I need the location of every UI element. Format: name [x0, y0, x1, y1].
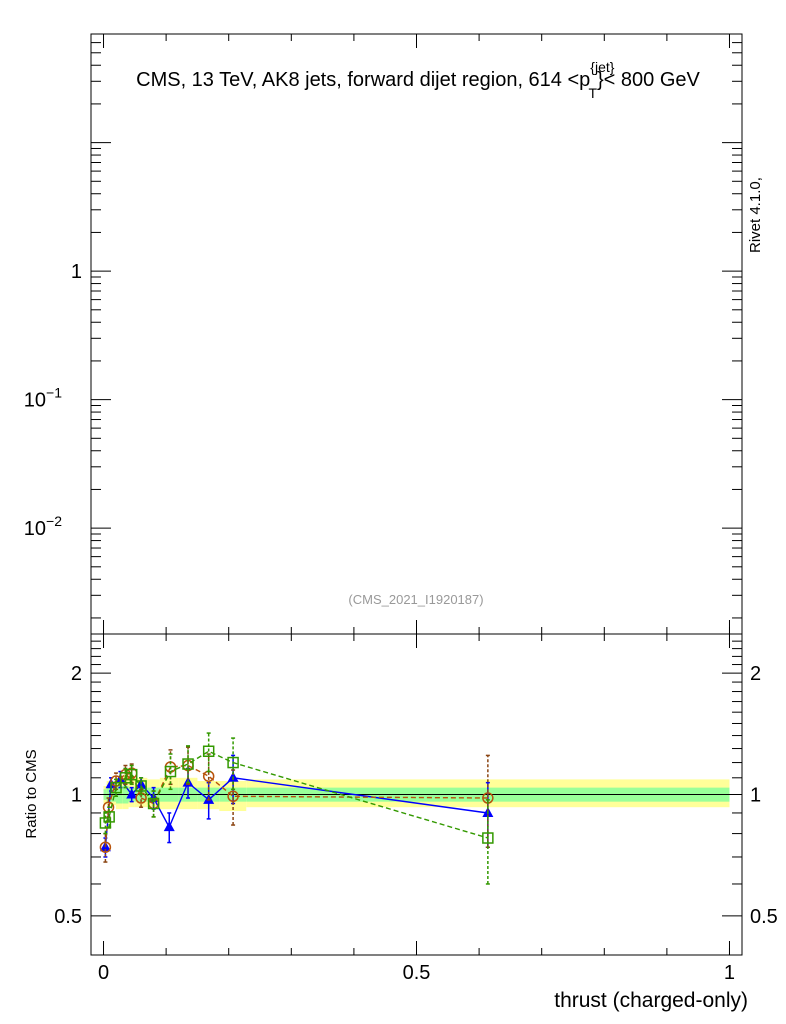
- data-point-square: [103, 811, 115, 823]
- data-point-square: [147, 797, 160, 810]
- data-point-circle: [227, 790, 239, 803]
- ratio-y-tick-label-right: 1: [750, 785, 761, 807]
- rivet-version-label: Rivet 4.1.0,: [747, 177, 764, 253]
- data-point-circle: [99, 841, 112, 853]
- ratio-x-tick-labels: 0 0.5 1: [98, 962, 735, 984]
- data-point-square: [99, 817, 112, 829]
- data-point-square: [125, 768, 138, 781]
- ratio-y-tick-label-right: 2: [750, 663, 761, 685]
- data-point-square: [135, 780, 147, 792]
- analysis-id-watermark: (CMS_2021_I1920187): [348, 592, 483, 607]
- ratio-y-tick-label-left: 0.5: [54, 906, 82, 928]
- ratio-x-tick-label: 0.5: [403, 962, 431, 984]
- ratio-y-tick-labels-left: 0.5 1 2: [54, 663, 82, 928]
- ratio-y-axis-label: Ratio to CMS: [23, 749, 40, 838]
- main-panel-ticks: [91, 33, 742, 634]
- uncertainty-bands: [103, 774, 730, 812]
- ratio-y-tick-label-right: 0.5: [750, 906, 778, 928]
- main-y-tick-base: 10: [24, 390, 46, 412]
- series-green-squares: [99, 732, 494, 885]
- ratio-x-tick-label: 1: [724, 962, 735, 984]
- data-point-triangle: [126, 788, 138, 799]
- main-y-tick-exponent: −1: [46, 385, 62, 401]
- data-point-square: [164, 765, 177, 778]
- plot-title: CMS, 13 TeV, AK8 jets, forward dijet reg…: [136, 59, 700, 101]
- ratio-y-tick-label-left: 1: [71, 785, 82, 807]
- ratio-y-tick-labels-right: 0.5 1 2: [750, 663, 778, 928]
- x-axis-label: thrust (charged-only): [554, 989, 748, 1012]
- main-y-tick-label: 1: [71, 261, 82, 283]
- ratio-x-tick-label: 0: [98, 962, 109, 984]
- data-point-square: [110, 781, 122, 794]
- main-y-tick-base: 10: [24, 518, 46, 540]
- main-y-tick-exponent: −2: [46, 513, 62, 529]
- main-y-tick-labels: 110−110−2: [24, 261, 82, 540]
- data-point-square: [202, 745, 215, 758]
- data-point-triangle: [163, 821, 175, 832]
- ratio-y-tick-label-left: 2: [71, 663, 82, 685]
- ratio-panel: 0.512 0.512 0 0.5 1 Ratio to CMS thrust (c…: [23, 633, 778, 1012]
- main-y-tick-label: 10−2: [24, 513, 62, 540]
- data-point-square: [482, 832, 494, 844]
- data-point-square: [182, 758, 194, 770]
- main-panel: 110−110−2 CMS, 13 TeV, AK8 jets, forward…: [24, 33, 764, 635]
- ratio-panel-ticks: [91, 633, 742, 956]
- data-point-square: [119, 772, 132, 784]
- ratio-series: [99, 732, 494, 885]
- data-point-square: [227, 756, 239, 769]
- main-y-tick-base: 1: [71, 261, 82, 283]
- main-panel-frame: [90, 33, 743, 635]
- main-y-tick-label: 10−1: [24, 385, 62, 412]
